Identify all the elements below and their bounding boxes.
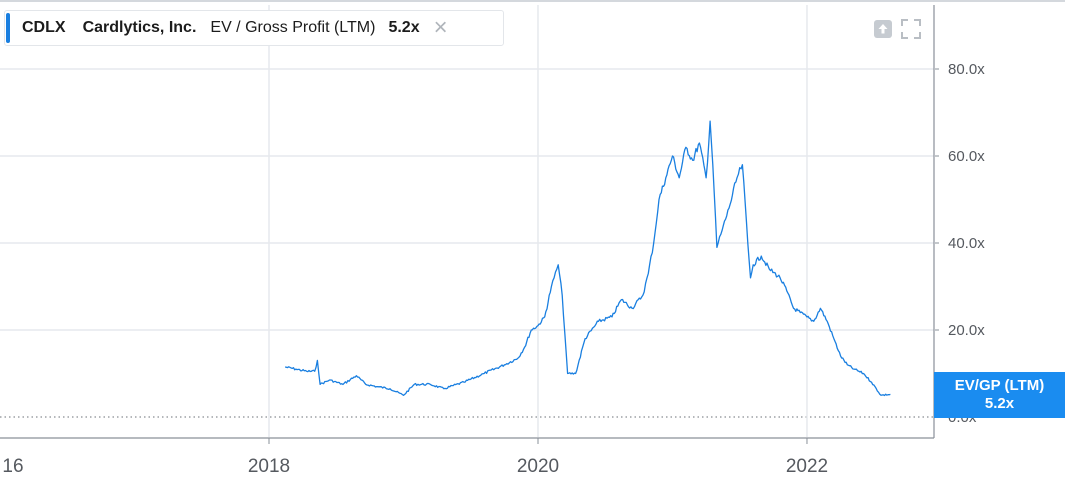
x-tick-label: 2022 — [786, 456, 828, 477]
series-line-0 — [284, 120, 891, 397]
chart-legend: CDLX Cardlytics, Inc. EV / Gross Profit … — [4, 10, 504, 46]
legend-value: 5.2x — [388, 19, 420, 36]
series-layer — [284, 120, 891, 397]
close-icon[interactable]: × — [433, 14, 448, 41]
fullscreen-icon[interactable] — [901, 19, 921, 39]
badge-value: 5.2x — [984, 395, 1015, 412]
grid-layer — [0, 5, 934, 437]
top-border — [0, 0, 1065, 2]
x-tick-label: 16 — [2, 456, 23, 477]
y-tick-label: 60.0x — [948, 148, 985, 165]
chart-toolbar — [873, 19, 921, 39]
legend-metric: EV / Gross Profit (LTM) — [210, 19, 376, 36]
series-color-swatch — [6, 13, 10, 43]
current-value-badge: EV/GP (LTM) 5.2x — [934, 372, 1065, 418]
y-tick-label: 20.0x — [948, 322, 985, 339]
x-tick-label: 2018 — [248, 456, 290, 477]
legend-ticker: CDLX — [22, 19, 66, 36]
badge-metric-label: EV/GP (LTM) — [954, 377, 1045, 394]
export-icon[interactable] — [873, 19, 893, 39]
y-tick-label: 80.0x — [948, 61, 985, 78]
x-tick-label: 2020 — [517, 456, 559, 477]
legend-company: Cardlytics, Inc. — [82, 19, 197, 36]
y-tick-label: 40.0x — [948, 235, 985, 252]
